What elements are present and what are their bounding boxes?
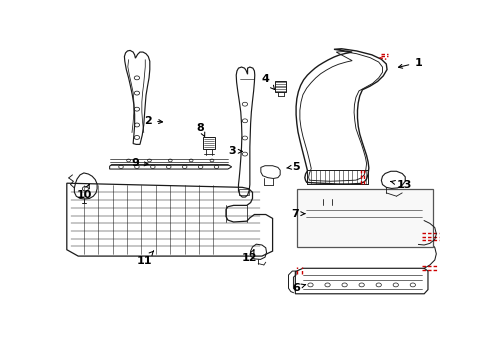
Text: 13: 13 xyxy=(390,180,411,190)
Text: 6: 6 xyxy=(291,283,305,293)
Bar xyxy=(296,189,432,247)
Text: 7: 7 xyxy=(291,209,305,219)
Text: 2: 2 xyxy=(144,116,162,126)
Text: 11: 11 xyxy=(137,251,153,266)
Text: 10: 10 xyxy=(77,184,92,200)
Text: 4: 4 xyxy=(261,74,274,90)
Text: 1: 1 xyxy=(398,58,421,68)
Text: 9: 9 xyxy=(131,158,148,168)
Text: 3: 3 xyxy=(227,146,242,156)
Text: 5: 5 xyxy=(286,162,299,172)
Text: 12: 12 xyxy=(242,250,257,263)
Text: 8: 8 xyxy=(196,123,204,136)
